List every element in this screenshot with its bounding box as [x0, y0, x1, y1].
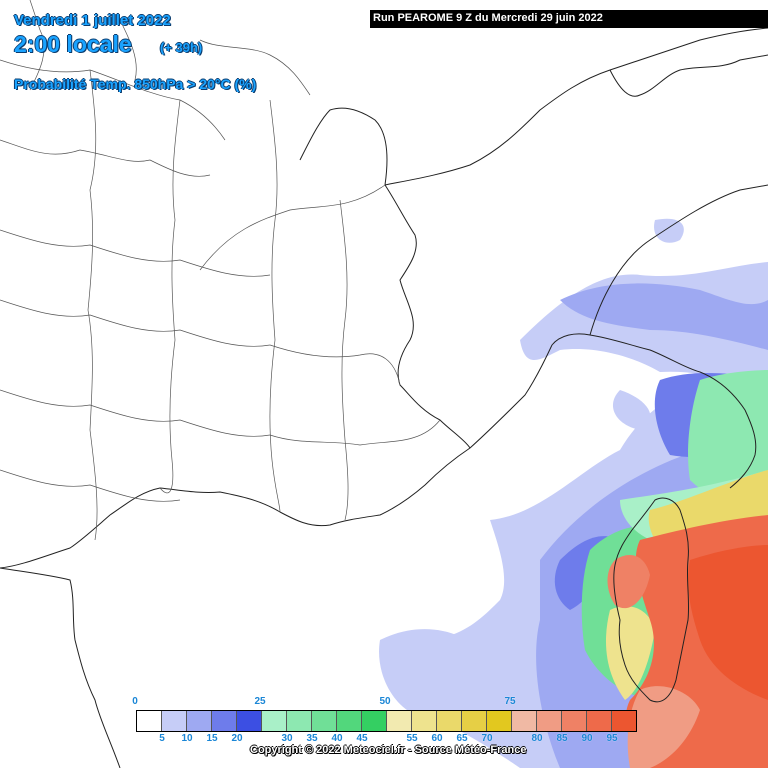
legend-bottom-label: 45 — [356, 733, 368, 744]
legend-swatch — [187, 711, 212, 731]
legend-bottom-label: 95 — [606, 733, 618, 744]
legend-bottom-label: 80 — [531, 733, 543, 744]
legend-swatch — [462, 711, 487, 731]
parameter-title: Probabilité Temp. 850hPa > 20°C (%) — [14, 76, 257, 92]
border-italy-swiss — [384, 27, 768, 186]
legend-swatch — [312, 711, 337, 731]
legend-swatch — [487, 711, 512, 731]
border-france-italy — [384, 184, 471, 449]
legend-bottom-label: 30 — [281, 733, 293, 744]
field-75-100-core — [688, 545, 768, 700]
field-10-15 — [560, 283, 768, 350]
legend-swatch — [537, 711, 562, 731]
legend-bottom-label: 5 — [159, 733, 165, 744]
legend-swatch — [162, 711, 187, 731]
legend-swatch — [212, 711, 237, 731]
legend-bottom-label: 35 — [306, 733, 318, 744]
legend-bottom-label: 20 — [231, 733, 243, 744]
legend-top-label: 50 — [379, 696, 391, 707]
legend-swatch — [437, 711, 462, 731]
border-austria — [609, 54, 768, 97]
legend-top-label: 0 — [132, 696, 138, 707]
legend-swatch — [262, 711, 287, 731]
probability-field — [379, 218, 768, 768]
run-info-text: Run PEAROME 9 Z du Mercredi 29 juin 2022 — [373, 12, 603, 24]
department-borders — [0, 0, 441, 541]
legend-bottom-label: 65 — [456, 733, 468, 744]
legend-swatch — [612, 711, 636, 731]
legend-swatch — [237, 711, 262, 731]
field-5-10-offshore — [612, 390, 651, 430]
copyright-text: Copyright © 2022 Meteociel.fr - Source M… — [250, 744, 527, 756]
legend-bottom-label: 90 — [581, 733, 593, 744]
legend-bottom-label: 60 — [431, 733, 443, 744]
legend-swatch — [512, 711, 537, 731]
forecast-lead: (+ 39h) — [160, 40, 203, 55]
field-50-75-south — [605, 606, 655, 700]
legend-swatch — [137, 711, 162, 731]
legend-swatch — [287, 711, 312, 731]
legend-swatch — [587, 711, 612, 731]
field-5-10-west — [379, 629, 480, 712]
run-info-bar — [370, 10, 768, 28]
legend-swatch — [337, 711, 362, 731]
legend-swatch — [412, 711, 437, 731]
forecast-date: Vendredi 1 juillet 2022 — [14, 12, 171, 29]
corsica-coast — [613, 497, 690, 703]
forecast-time: 2:00 locale — [14, 31, 132, 57]
legend-top-label: 25 — [254, 696, 266, 707]
legend-swatch — [562, 711, 587, 731]
map-borders — [0, 27, 768, 768]
legend-bottom-label: 85 — [556, 733, 568, 744]
coastline-west — [0, 567, 121, 768]
legend-swatch — [387, 711, 412, 731]
legend-bottom-label: 55 — [406, 733, 418, 744]
legend-bottom-label: 15 — [206, 733, 218, 744]
legend-bottom-label: 70 — [481, 733, 493, 744]
color-legend — [136, 710, 637, 732]
border-france-swiss — [299, 107, 388, 186]
legend-swatch — [362, 711, 387, 731]
coastline-mainland — [0, 333, 757, 569]
coast-ligurian-north — [589, 184, 768, 336]
field-5-10-ligurian — [654, 218, 684, 243]
legend-bottom-label: 40 — [331, 733, 343, 744]
legend-bottom-label: 10 — [181, 733, 193, 744]
field-80-85 — [627, 686, 700, 768]
legend-top-label: 75 — [504, 696, 516, 707]
field-75-100-west — [607, 555, 650, 609]
